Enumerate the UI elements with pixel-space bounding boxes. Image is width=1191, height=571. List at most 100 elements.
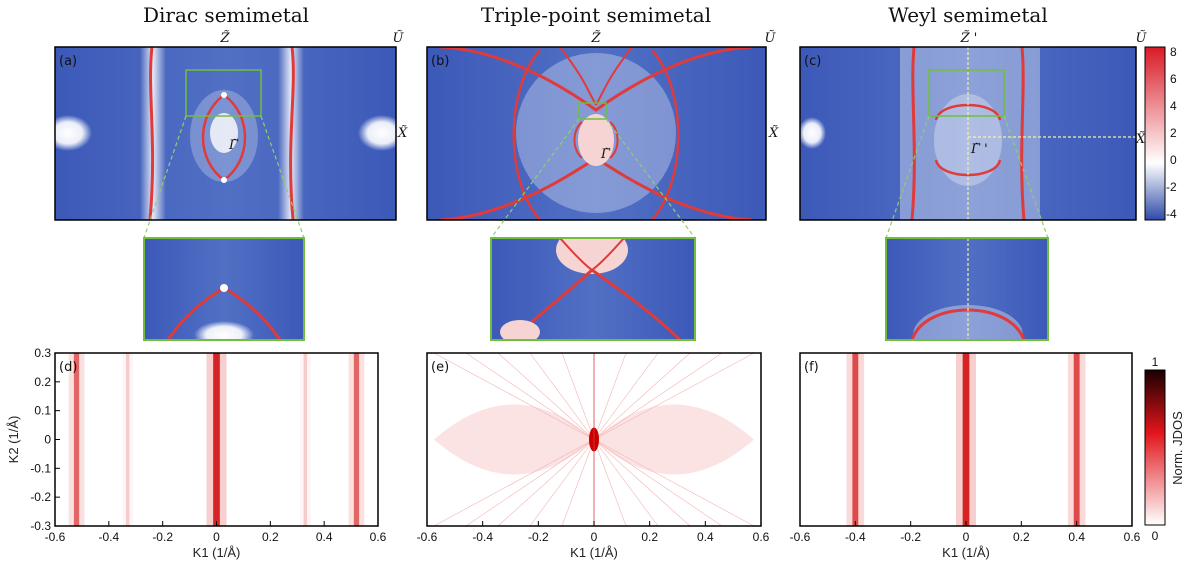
x-axis-label: K1 (1/Å): [942, 545, 990, 560]
x-tick-label: 0.2: [1013, 530, 1030, 544]
colorbar-top-tick: 6: [1170, 72, 1177, 86]
x-tick-label: -0.2: [528, 530, 549, 544]
symbol-u-b: Ũ: [765, 30, 777, 46]
axes: -0.6 -0.4 -0.2 0 0.2 0.4 0.6 K1 (1/Å) 0.3 0.2 0.1 0…: [6, 346, 1141, 560]
jdos-ray: [497, 352, 595, 440]
jdos-ray: [561, 352, 595, 440]
zoom-inset-b: [490, 237, 696, 341]
x-tick-label: -0.2: [152, 530, 173, 544]
y-tick-label: 0.3: [34, 346, 51, 360]
title-weyl: Weyl semimetal: [888, 3, 1047, 27]
symbol-z-a: Z̃: [219, 30, 230, 46]
symbol-gamma-c: Γ̃ ': [970, 142, 988, 157]
x-tick-label: -0.6: [45, 530, 66, 544]
x-tick-label: 0.2: [641, 530, 658, 544]
x-tick-label: 0: [963, 530, 970, 544]
colorbar-energy: 8 6 4 2 0 -2 -4: [1144, 45, 1177, 221]
panel-f: [800, 353, 1132, 526]
x-tick-label: -0.6: [790, 530, 811, 544]
x-tick-label: -0.2: [900, 530, 921, 544]
colorbar-top-tick: 2: [1170, 126, 1177, 140]
symbol-u-a: Ũ: [393, 30, 405, 46]
jdos-ray: [497, 439, 595, 527]
symbol-gamma-b: Γ̃: [600, 147, 611, 162]
x-axis-label: K1 (1/Å): [570, 545, 618, 560]
jdos-band: [122, 353, 133, 526]
zoom-inset-a: [143, 237, 305, 341]
jdos-band-core: [303, 353, 308, 526]
jdos-band: [300, 353, 311, 526]
jdos-ray: [593, 439, 659, 527]
jdos-ray: [465, 352, 595, 440]
jdos-band-core: [125, 353, 130, 526]
x-tick-label: 0.4: [316, 530, 333, 544]
y-tick-label: -0.3: [30, 519, 51, 533]
x-tick-label: -0.4: [472, 530, 493, 544]
jdos-ray: [593, 352, 755, 440]
y-tick-label: -0.1: [30, 461, 51, 475]
jdos-ray: [529, 439, 595, 527]
jdos-ray: [433, 439, 595, 527]
jdos-ray: [593, 439, 627, 527]
jdos-ray: [593, 439, 723, 527]
x-tick-label: 0.6: [1124, 530, 1141, 544]
jdos-band-core: [73, 353, 80, 526]
x-axis-label: K1 (1/Å): [193, 545, 241, 560]
title-dirac: Dirac semimetal: [143, 3, 309, 27]
symbol-u-c: Ũ: [1136, 30, 1148, 46]
x-tick-label: 0.6: [753, 530, 770, 544]
panel-label-a: (a): [59, 54, 77, 69]
x-tick-label: -0.4: [98, 530, 119, 544]
jdos-ray: [433, 352, 595, 440]
jdos-ray: [529, 352, 595, 440]
panel-label-e: (e): [431, 360, 449, 375]
panel-label-d: (d): [59, 360, 77, 375]
jdos-band-core: [353, 353, 360, 526]
jdos-lobe: [434, 404, 594, 475]
panel-b: (b) Γ̃ Z̃ Ũ X̃: [426, 30, 779, 239]
jdos-band-core: [213, 353, 220, 526]
colorbar-top-tick: -2: [1166, 180, 1177, 194]
panel-label-c: (c): [804, 54, 821, 69]
x-tick-label: -0.6: [417, 530, 438, 544]
x-tick-label: 0.4: [1068, 530, 1085, 544]
jdos-ray: [593, 352, 659, 440]
x-tick-label: 0.6: [370, 530, 387, 544]
y-tick-label: 0.1: [34, 404, 51, 418]
jdos-ray: [593, 352, 691, 440]
y-tick-label: 0.2: [34, 375, 51, 389]
jdos-ray: [465, 439, 595, 527]
colorbar-jdos-max: 1: [1152, 355, 1159, 369]
jdos-band-core: [962, 353, 970, 526]
jdos-ray: [593, 352, 627, 440]
symbol-x-b: X̃: [768, 125, 779, 141]
title-triple-point: Triple-point semimetal: [481, 3, 711, 27]
jdos-ray: [593, 439, 755, 527]
panel-label-b: (b): [431, 54, 449, 69]
jdos-band-core: [1073, 353, 1080, 526]
zoom-inset-c: [885, 237, 1049, 341]
jdos-lobe: [594, 404, 754, 475]
panel-a: (a) Γ̃ Z̃ Ũ X̃: [54, 30, 408, 239]
jdos-ray: [561, 439, 595, 527]
y-tick-label: 0: [44, 433, 51, 447]
symbol-z-c: Z̃ ': [960, 30, 978, 46]
jdos-ray: [593, 352, 723, 440]
y-axis-label: K2 (1/Å): [6, 416, 21, 464]
colorbar-top-tick: 0: [1170, 153, 1177, 167]
symbol-x-a: X̃: [397, 125, 408, 141]
colorbar-jdos-label: Norm. JDOS: [1170, 411, 1185, 485]
symbol-z-b: Z̃: [590, 30, 601, 46]
jdos-ray: [593, 439, 691, 527]
x-tick-label: 0: [213, 530, 220, 544]
x-tick-label: -0.4: [845, 530, 866, 544]
panel-d: [55, 353, 378, 526]
colorbar-jdos: 1 0 Norm. JDOS: [1144, 355, 1185, 543]
x-tick-label: 0.2: [262, 530, 279, 544]
colorbar-jdos-min: 0: [1152, 529, 1159, 543]
colorbar-top-tick: 4: [1170, 99, 1177, 113]
x-tick-label: 0: [591, 530, 598, 544]
panel-label-f: (f): [804, 360, 819, 375]
jdos-band-core: [852, 353, 859, 526]
